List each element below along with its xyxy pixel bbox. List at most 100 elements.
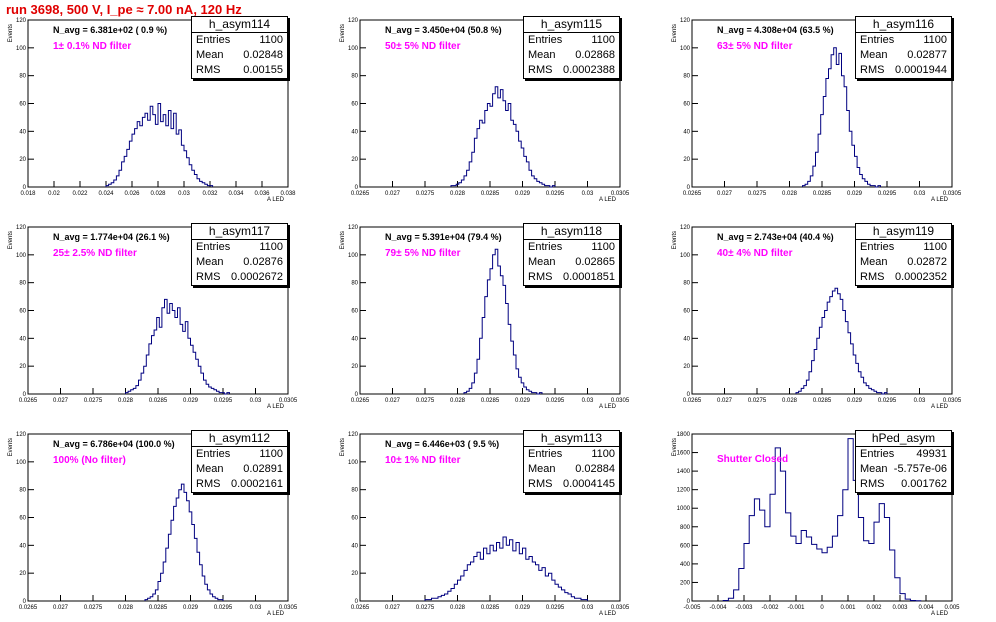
y-axis-label: Events xyxy=(8,438,14,456)
stats-row: RMS 0.001762 xyxy=(856,477,951,492)
stats-histogram-name: h_asym112 xyxy=(192,431,287,447)
y-tick-label: 0 xyxy=(687,599,691,605)
y-tick-label: 40 xyxy=(351,543,358,549)
x-tick-label: 0.028 xyxy=(782,398,798,404)
stats-row: Entries 1100 xyxy=(524,33,619,48)
x-tick-label: 0.022 xyxy=(72,191,88,197)
y-tick-label: 80 xyxy=(19,281,26,287)
x-tick-label: 0.027 xyxy=(717,191,733,197)
x-tick-label: 0.0295 xyxy=(214,398,233,404)
x-tick-label: 0.0275 xyxy=(748,191,767,197)
y-tick-label: 0 xyxy=(23,599,27,605)
stats-value: 1100 xyxy=(259,448,283,460)
stats-row: Mean 0.02865 xyxy=(524,255,619,270)
x-tick-label: 0.0285 xyxy=(481,605,500,611)
y-tick-label: 120 xyxy=(16,225,27,231)
stats-key: Mean xyxy=(528,463,556,475)
stats-value: 0.02865 xyxy=(575,256,615,268)
stats-row: Mean 0.02884 xyxy=(524,462,619,477)
x-tick-label: 0.028 xyxy=(450,191,466,197)
y-axis-label: Events xyxy=(340,438,346,456)
plot-h_asym114: 0 20 40 60 80 100 120 0.018 0.02 0.022 0.024 0.026 0… xyxy=(8,18,296,203)
stats-value: 0.0002352 xyxy=(895,271,947,283)
y-tick-label: 120 xyxy=(348,225,359,231)
x-tick-label: 0.0305 xyxy=(943,398,962,404)
stats-key: Mean xyxy=(196,256,224,268)
x-tick-label: 0.0305 xyxy=(943,191,962,197)
x-tick-label: 0.036 xyxy=(254,191,270,197)
x-tick-label: 0.03 xyxy=(250,605,262,611)
stats-value: 1100 xyxy=(923,34,947,46)
x-tick-label: 0.03 xyxy=(178,191,190,197)
stats-key: Mean xyxy=(860,256,888,268)
y-tick-label: 120 xyxy=(16,432,27,438)
plot-h_asym117: 0 20 40 60 80 100 120 0.0265 0.027 0.0275 0.028 0.0… xyxy=(8,225,298,410)
y-tick-label: 100 xyxy=(16,253,27,259)
x-tick-label: 0.0265 xyxy=(351,398,370,404)
y-tick-label: 120 xyxy=(16,18,27,24)
stats-key: Mean xyxy=(860,49,888,61)
y-axis-label: Events xyxy=(340,24,346,42)
stats-key: Mean xyxy=(196,463,224,475)
stats-key: RMS xyxy=(528,64,553,76)
stats-row: Mean 0.02868 xyxy=(524,48,619,63)
plot-h_asym115: 0 20 40 60 80 100 120 0.0265 0.027 0.0275 0.028 0.0… xyxy=(340,18,630,203)
x-tick-label: 0.0285 xyxy=(813,191,832,197)
filter-label: 79± 5% ND filter xyxy=(385,248,461,259)
stats-value: 1100 xyxy=(259,241,283,253)
x-tick-label: -0.004 xyxy=(709,605,727,611)
stats-value: 0.0002388 xyxy=(563,64,615,76)
x-tick-label: 0.018 xyxy=(20,191,36,197)
y-tick-label: 0 xyxy=(355,185,359,191)
stats-key: Mean xyxy=(528,256,556,268)
stats-value: 1100 xyxy=(591,34,615,46)
stats-value: 0.001762 xyxy=(901,478,947,490)
x-tick-label: 0.028 xyxy=(450,398,466,404)
y-tick-label: 1000 xyxy=(677,506,691,512)
stats-row: Entries 1100 xyxy=(524,447,619,462)
x-tick-label: 0.029 xyxy=(515,398,531,404)
stats-key: Entries xyxy=(196,448,231,460)
stats-row: Mean -5.757e-06 xyxy=(856,462,951,477)
plot-hPed_asym: 0 200 400 600 800 1000 1200 1400 1600 1800 -0.005 -… xyxy=(672,432,960,617)
y-axis-label: Events xyxy=(8,231,14,249)
stats-row: Mean 0.02877 xyxy=(856,48,951,63)
y-tick-label: 80 xyxy=(351,488,358,494)
stats-row: RMS 0.0002161 xyxy=(192,477,287,492)
x-tick-label: 0.0265 xyxy=(351,191,370,197)
y-tick-label: 60 xyxy=(683,102,690,108)
stats-histogram-name: h_asym116 xyxy=(856,17,951,33)
y-axis-label: Events xyxy=(8,24,14,42)
stats-value: 0.0002161 xyxy=(231,478,283,490)
x-axis-label: A LED xyxy=(599,404,617,410)
x-tick-label: 0.027 xyxy=(53,605,69,611)
x-tick-label: 0.02 xyxy=(48,191,60,197)
stats-key: Entries xyxy=(528,34,563,46)
y-tick-label: 100 xyxy=(348,253,359,259)
x-tick-label: 0.03 xyxy=(582,191,594,197)
y-tick-label: 20 xyxy=(683,364,690,370)
x-tick-label: 0.0295 xyxy=(546,191,565,197)
filter-label: 50± 5% ND filter xyxy=(385,41,461,52)
stats-value: 0.02868 xyxy=(575,49,615,61)
x-tick-label: 0.005 xyxy=(944,605,960,611)
x-tick-label: 0.0265 xyxy=(19,605,38,611)
histogram-line xyxy=(450,86,556,188)
x-axis-label: A LED xyxy=(931,611,949,617)
x-tick-label: 0.024 xyxy=(98,191,114,197)
stats-row: Entries 1100 xyxy=(192,33,287,48)
stats-row: Entries 1100 xyxy=(524,240,619,255)
y-tick-label: 1600 xyxy=(677,451,691,457)
stats-value: 0.02884 xyxy=(575,463,615,475)
x-tick-label: 0.028 xyxy=(118,605,134,611)
stats-key: Entries xyxy=(528,448,563,460)
page-title: run 3698, 500 V, I_pe ≈ 7.00 nA, 120 Hz xyxy=(6,2,242,17)
x-tick-label: 0.0285 xyxy=(149,398,168,404)
filter-label: Shutter Closed xyxy=(717,454,789,465)
filter-label: 10± 1% ND filter xyxy=(385,455,461,466)
plot-h_asym112: 0 20 40 60 80 100 120 0.0265 0.027 0.0275 0.028 0.0… xyxy=(8,432,298,617)
x-tick-label: 0.0305 xyxy=(611,605,630,611)
stats-value: 0.02872 xyxy=(907,256,947,268)
y-tick-label: 80 xyxy=(683,281,690,287)
